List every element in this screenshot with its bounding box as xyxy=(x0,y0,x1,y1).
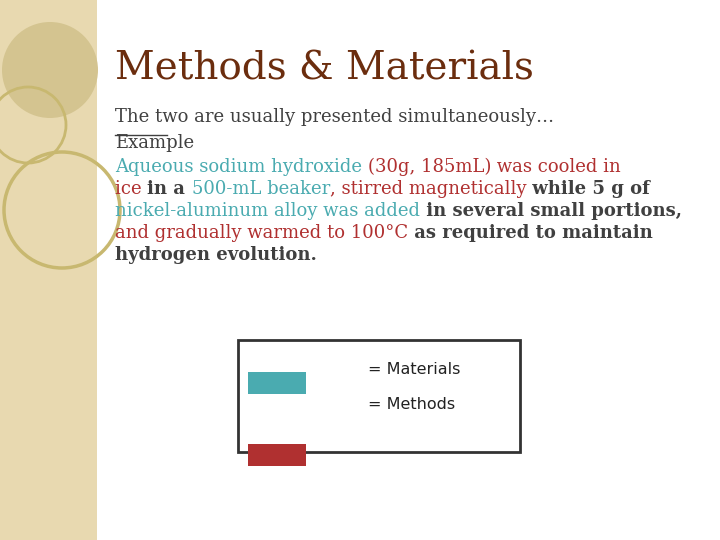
Text: (30g, 185mL): (30g, 185mL) xyxy=(368,158,491,176)
Text: and gradually warmed to 100°C: and gradually warmed to 100°C xyxy=(115,224,408,242)
Text: while 5 g of: while 5 g of xyxy=(526,180,650,198)
Text: The two are usually presented simultaneously…: The two are usually presented simultaneo… xyxy=(115,108,554,126)
Text: in a: in a xyxy=(148,180,192,198)
Text: Aqueous sodium hydroxide: Aqueous sodium hydroxide xyxy=(115,158,368,176)
Bar xyxy=(248,444,306,466)
Bar xyxy=(238,340,520,452)
Text: was cooled in: was cooled in xyxy=(491,158,621,176)
Text: = Materials: = Materials xyxy=(368,362,460,377)
Text: Example: Example xyxy=(115,134,194,152)
Text: 500-mL beaker: 500-mL beaker xyxy=(192,180,330,198)
Text: nickel-aluminum alloy was added: nickel-aluminum alloy was added xyxy=(115,202,420,220)
Text: in several small portions,: in several small portions, xyxy=(420,202,682,220)
Text: = Methods: = Methods xyxy=(368,397,455,412)
Text: hydrogen evolution.: hydrogen evolution. xyxy=(115,246,317,264)
Text: , stirred magnetically: , stirred magnetically xyxy=(330,180,526,198)
Bar xyxy=(0,0,97,540)
Text: as required to maintain: as required to maintain xyxy=(408,224,653,242)
Text: Methods & Materials: Methods & Materials xyxy=(115,50,534,87)
Circle shape xyxy=(2,22,98,118)
Bar xyxy=(97,0,720,540)
Bar xyxy=(248,372,306,394)
Text: ice: ice xyxy=(115,180,148,198)
